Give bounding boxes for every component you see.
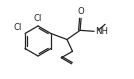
Text: Cl: Cl <box>14 23 22 32</box>
Text: Cl: Cl <box>34 14 42 23</box>
Text: O: O <box>78 7 84 16</box>
Text: NH: NH <box>95 27 108 36</box>
